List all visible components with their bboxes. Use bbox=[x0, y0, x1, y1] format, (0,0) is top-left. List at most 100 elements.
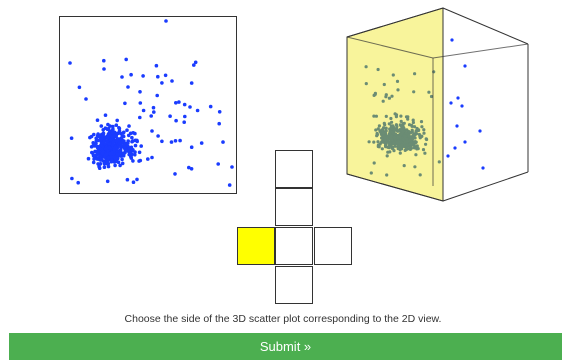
cube-point bbox=[382, 126, 386, 130]
scatter-2d-point bbox=[103, 153, 108, 157]
scatter-2d-point bbox=[114, 123, 119, 127]
scatter-2d-point bbox=[106, 126, 111, 131]
scatter-2d-point bbox=[88, 135, 92, 140]
scatter-2d-point bbox=[130, 135, 134, 140]
cube-point bbox=[398, 151, 402, 155]
cube-point bbox=[413, 125, 417, 129]
scatter-2d-point bbox=[151, 105, 156, 110]
cube-point bbox=[380, 147, 384, 151]
scatter-2d-point bbox=[129, 145, 134, 150]
net-face-right[interactable] bbox=[314, 227, 352, 265]
scatter-2d-point bbox=[106, 164, 111, 169]
scatter-2d-point bbox=[118, 163, 122, 168]
scatter-2d-point bbox=[109, 158, 114, 163]
cube-point bbox=[401, 137, 405, 142]
scatter-2d-point bbox=[116, 131, 120, 136]
scatter-2d-point bbox=[216, 162, 220, 166]
cube-point bbox=[410, 128, 414, 132]
scatter-2d-point bbox=[189, 81, 194, 85]
cube-point bbox=[376, 140, 380, 144]
net-face-left[interactable] bbox=[237, 227, 275, 265]
cube-point bbox=[403, 144, 407, 148]
scatter-2d-point bbox=[86, 156, 91, 161]
scatter-2d-point bbox=[130, 148, 135, 153]
cube-point bbox=[384, 126, 388, 130]
net-face-bottom[interactable] bbox=[275, 266, 313, 304]
scatter-2d-point bbox=[96, 162, 100, 166]
cube-point bbox=[409, 135, 413, 139]
scatter-2d-point bbox=[141, 74, 145, 78]
scatter-2d-point bbox=[95, 118, 100, 122]
scatter-2d-point bbox=[195, 108, 200, 113]
scatter-2d-point bbox=[125, 128, 129, 132]
scatter-2d-point bbox=[99, 141, 104, 145]
cube-point bbox=[388, 150, 392, 154]
scatter-2d-point bbox=[105, 160, 110, 165]
scatter-2d-point bbox=[208, 104, 213, 109]
cube-left-face-highlight bbox=[346, 7, 444, 202]
scatter-2d-point bbox=[114, 159, 119, 164]
cube-point bbox=[416, 147, 420, 151]
scatter-2d-point bbox=[154, 63, 159, 68]
cube-point bbox=[422, 131, 426, 135]
scatter-2d-point bbox=[102, 67, 106, 71]
cube-point bbox=[400, 147, 404, 151]
cube-point bbox=[396, 141, 400, 145]
scatter-2d-point bbox=[156, 134, 160, 138]
scatter-2d-point bbox=[120, 157, 124, 162]
cube-point bbox=[412, 132, 416, 136]
scatter-2d-point bbox=[94, 139, 99, 143]
scatter-2d-point bbox=[89, 145, 94, 149]
scatter-2d-point bbox=[91, 141, 95, 145]
cube-point bbox=[373, 92, 377, 96]
cube-point bbox=[384, 114, 388, 118]
scatter-2d-point bbox=[112, 134, 116, 138]
scatter-2d-point bbox=[114, 138, 118, 143]
scatter-2d-point bbox=[129, 72, 133, 77]
scatter-2d-point bbox=[99, 158, 103, 162]
cube-point bbox=[427, 90, 431, 94]
cube-point bbox=[414, 140, 418, 144]
cube-point-outside bbox=[446, 154, 450, 158]
scatter-2d-point bbox=[102, 165, 107, 169]
scatter-2d-point bbox=[110, 131, 115, 135]
cube-point bbox=[383, 123, 387, 127]
scatter-2d-point bbox=[102, 142, 107, 146]
scatter-2d-point bbox=[117, 141, 122, 145]
scatter-2d-point bbox=[192, 63, 196, 67]
net-face-top[interactable] bbox=[275, 150, 313, 188]
cube-point bbox=[387, 96, 391, 100]
net-face-front[interactable] bbox=[275, 227, 313, 265]
cube-point bbox=[399, 114, 403, 118]
cube-point-outside bbox=[460, 104, 464, 108]
scatter-2d-point bbox=[124, 57, 128, 62]
scatter-2d-point bbox=[174, 118, 178, 123]
scatter-2d-point bbox=[133, 131, 137, 136]
scatter-2d-point bbox=[96, 132, 100, 136]
cube-point bbox=[394, 123, 398, 127]
cube-point bbox=[403, 134, 407, 138]
cube-point bbox=[391, 73, 395, 77]
cube-point bbox=[387, 141, 391, 145]
cube-point bbox=[395, 127, 399, 131]
scatter-2d-point bbox=[102, 58, 106, 63]
scatter-2d-point bbox=[139, 144, 143, 148]
cube-point bbox=[396, 88, 400, 92]
scatter-2d-point bbox=[188, 105, 192, 109]
submit-button[interactable]: Submit » bbox=[9, 333, 562, 360]
cube-point bbox=[380, 136, 384, 140]
cube-point bbox=[393, 144, 397, 148]
scatter-2d-point bbox=[113, 144, 118, 149]
cube-point bbox=[389, 136, 393, 140]
cube-point bbox=[372, 140, 376, 144]
cube-point-outside bbox=[449, 101, 453, 105]
cube-point bbox=[375, 134, 379, 138]
cube-point bbox=[381, 99, 385, 103]
cube-point bbox=[414, 153, 418, 157]
net-face-upper[interactable] bbox=[275, 188, 313, 226]
cube-point-outside bbox=[463, 140, 467, 144]
scatter-2d-point bbox=[182, 120, 186, 124]
scatter-2d-point bbox=[199, 141, 204, 145]
cube-point bbox=[374, 128, 378, 132]
